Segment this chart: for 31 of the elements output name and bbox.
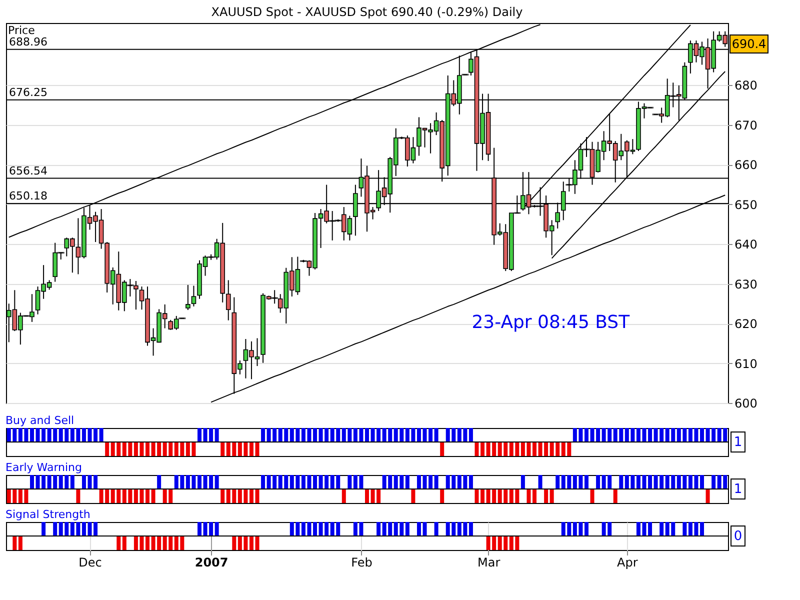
y-tick-label: 650	[734, 198, 758, 212]
text: 0	[734, 529, 742, 544]
y-tick-label: 630	[734, 277, 758, 292]
chart-title: Early Warning	[6, 461, 82, 474]
x-tick-label: Dec	[78, 556, 102, 570]
candlestick	[226, 280, 231, 321]
x-tick-label: Feb	[351, 556, 372, 570]
chart-title: XAUUSD Spot - XAUUSD Spot 690.40 (-0.29%) Daily	[211, 5, 523, 19]
chart-title: Signal Strength	[6, 508, 90, 521]
y-tick-label: 620	[734, 317, 758, 331]
text: 1	[734, 482, 742, 497]
chart-title: Buy and Sell	[6, 414, 74, 427]
candlestick	[186, 284, 190, 310]
ref-line-label: 688.96	[9, 35, 48, 48]
annotation: 23-Apr 08:45 BST	[472, 312, 631, 334]
text: 690.4	[732, 37, 766, 51]
y-tick-label: 610	[734, 356, 758, 371]
y-tick-label: 660	[734, 158, 758, 172]
y-axis-title: Price	[8, 24, 36, 37]
y-tick-label: 600	[734, 396, 758, 410]
y-tick-label: 680	[734, 78, 758, 93]
x-tick-label: 2007	[194, 556, 228, 570]
y-tick-label: 670	[734, 118, 758, 132]
ref-line-label: 650.18	[9, 190, 48, 203]
ref-line-label: 656.54	[9, 164, 48, 178]
ref-line-label: 676.25	[9, 86, 48, 99]
x-tick-label: Mar	[477, 556, 500, 570]
text: 1	[734, 435, 742, 450]
x-tick-label: Apr	[617, 556, 638, 570]
y-tick-label: 640	[734, 238, 758, 252]
candlestick	[191, 285, 196, 307]
